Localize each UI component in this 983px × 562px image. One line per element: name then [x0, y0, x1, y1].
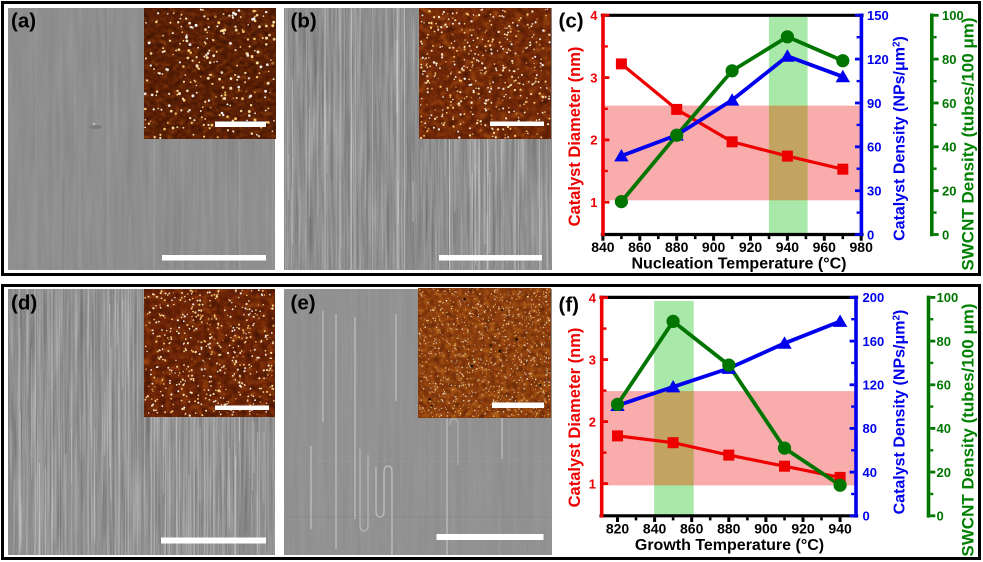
svg-text:SWCNT Density (tubes/100 μm): SWCNT Density (tubes/100 μm) — [959, 17, 978, 270]
svg-text:100: 100 — [937, 290, 959, 305]
svg-text:2: 2 — [589, 414, 596, 429]
svg-text:150: 150 — [867, 8, 889, 23]
svg-text:3: 3 — [589, 352, 596, 367]
svg-text:3: 3 — [590, 70, 597, 85]
svg-text:880: 880 — [665, 239, 689, 255]
svg-text:820: 820 — [606, 520, 630, 536]
svg-text:940: 940 — [776, 239, 800, 255]
svg-text:Catalyst Diameter (nm): Catalyst Diameter (nm) — [566, 47, 584, 227]
svg-text:Catalyst Density (NPs/μm2): Catalyst Density (NPs/μm2) — [892, 310, 909, 515]
svg-text:120: 120 — [863, 378, 885, 393]
svg-text:(d): (d) — [11, 292, 37, 315]
svg-text:30: 30 — [867, 184, 881, 199]
svg-text:100: 100 — [942, 8, 964, 23]
svg-text:20: 20 — [942, 184, 956, 199]
svg-text:Catalyst Diameter (nm): Catalyst Diameter (nm) — [566, 328, 584, 508]
svg-text:60: 60 — [867, 140, 881, 155]
svg-text:920: 920 — [791, 520, 815, 536]
svg-text:4: 4 — [590, 8, 598, 23]
svg-text:880: 880 — [717, 520, 741, 536]
svg-text:20: 20 — [937, 465, 951, 480]
svg-text:900: 900 — [754, 520, 778, 536]
svg-text:160: 160 — [863, 334, 885, 349]
svg-text:200: 200 — [863, 290, 885, 305]
svg-text:Growth Temperature (°C): Growth Temperature (°C) — [635, 537, 824, 554]
svg-text:940: 940 — [828, 520, 852, 536]
svg-text:900: 900 — [702, 239, 726, 255]
svg-text:80: 80 — [863, 421, 877, 436]
svg-text:40: 40 — [942, 140, 956, 155]
svg-text:60: 60 — [942, 96, 956, 111]
svg-text:60: 60 — [937, 378, 951, 393]
svg-text:960: 960 — [813, 239, 837, 255]
svg-text:(c): (c) — [559, 10, 584, 33]
svg-text:Catalyst Density (NPs/μm2): Catalyst Density (NPs/μm2) — [892, 36, 909, 241]
svg-text:1: 1 — [589, 476, 596, 491]
svg-text:120: 120 — [867, 52, 889, 67]
svg-text:(b): (b) — [291, 10, 317, 33]
svg-text:860: 860 — [680, 520, 704, 536]
svg-text:90: 90 — [867, 96, 881, 111]
svg-text:980: 980 — [850, 239, 874, 255]
svg-text:1: 1 — [590, 195, 597, 210]
svg-text:0: 0 — [863, 509, 870, 524]
svg-text:2: 2 — [590, 133, 597, 148]
svg-text:80: 80 — [942, 52, 956, 67]
svg-text:920: 920 — [739, 239, 763, 255]
svg-text:(e): (e) — [291, 292, 316, 315]
svg-text:40: 40 — [937, 421, 951, 436]
svg-text:0: 0 — [867, 227, 874, 242]
svg-text:(f): (f) — [559, 294, 579, 317]
svg-text:80: 80 — [937, 334, 951, 349]
svg-text:4: 4 — [589, 290, 597, 305]
svg-text:SWCNT Density (tubes/100 μm): SWCNT Density (tubes/100 μm) — [959, 303, 978, 556]
svg-text:840: 840 — [591, 239, 615, 255]
svg-text:0: 0 — [942, 227, 949, 242]
svg-text:840: 840 — [643, 520, 667, 536]
svg-text:860: 860 — [628, 239, 652, 255]
svg-text:(a): (a) — [11, 10, 36, 33]
svg-text:Nucleation Temperature (°C): Nucleation Temperature (°C) — [631, 255, 846, 272]
svg-text:40: 40 — [863, 465, 877, 480]
svg-text:0: 0 — [937, 509, 944, 524]
